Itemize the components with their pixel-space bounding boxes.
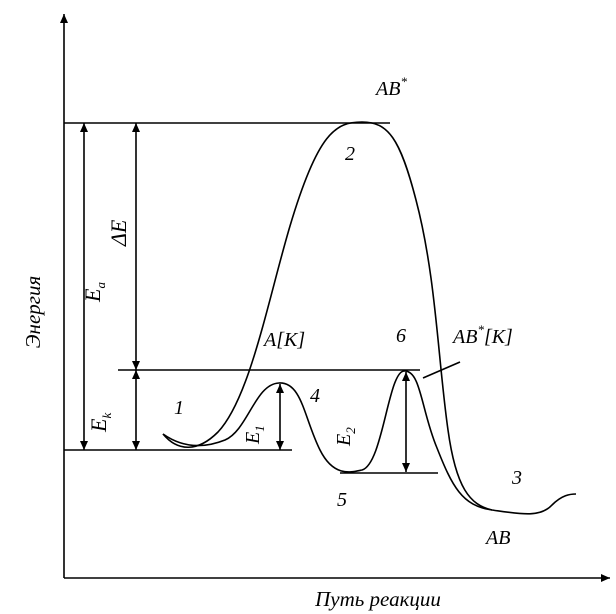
label-a-k: A[K] — [262, 329, 305, 351]
label-e1: E1 — [242, 425, 267, 445]
label-ek: Ek — [86, 413, 114, 433]
y-axis-title: Энергия — [21, 276, 45, 348]
catalyzed-curve — [162, 370, 493, 511]
label-3: 3 — [511, 467, 522, 489]
label-ab-star: AB* — [374, 74, 407, 100]
label-6: 6 — [396, 325, 406, 347]
label-5: 5 — [337, 489, 347, 511]
ab-star-k-leader — [422, 361, 461, 379]
label-delta-e: ΔE — [106, 219, 131, 247]
label-e2: E2 — [333, 427, 358, 447]
uncatalyzed-curve — [162, 121, 577, 515]
label-4: 4 — [310, 385, 320, 407]
label-ab: AB — [484, 527, 510, 549]
label-ab-star-k: AB*[K] — [451, 322, 513, 348]
label-1: 1 — [174, 397, 184, 419]
label-2: 2 — [345, 143, 355, 165]
x-axis-title: Путь реакции — [314, 587, 441, 611]
label-ea: Ea — [80, 282, 108, 303]
